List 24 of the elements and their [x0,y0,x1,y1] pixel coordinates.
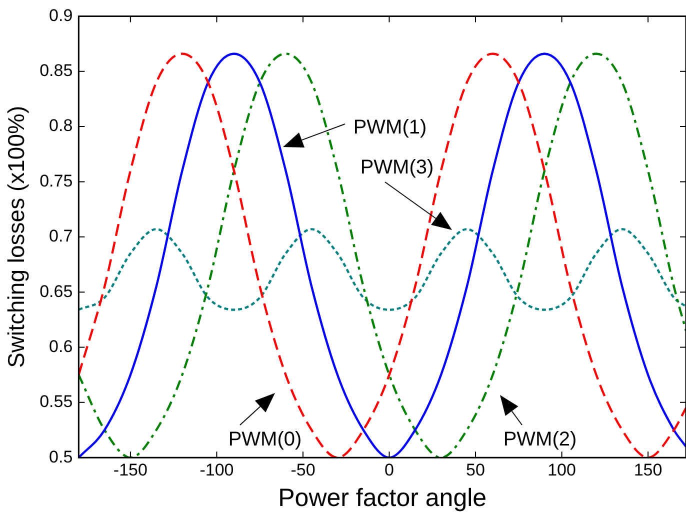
annotation: PWM(2) [503,428,577,451]
x-tick-label: -50 [290,460,316,480]
y-tick-label: 0.65 [40,282,73,301]
y-tick-label: 0.6 [49,336,73,356]
x-tick-label: -100 [200,460,234,480]
x-tick-label: 150 [634,460,662,480]
line-series [78,52,686,458]
y-tick-label: 0.8 [49,116,73,136]
y-tick-label: 0.7 [49,226,73,246]
x-tick-label: 50 [466,460,485,480]
line-series [78,228,686,311]
y-tick-label: 0.75 [40,171,73,190]
annotation: PWM(0) [228,428,302,451]
y-axis-title: Switching losses (x100%) [3,106,30,368]
y-tick-label: 0.9 [49,6,73,25]
y-tick-label: 0.55 [40,392,73,412]
annotation: PWM(3) [360,156,434,179]
x-tick-label: -150 [113,460,148,480]
annotation: PWM(1) [353,116,427,139]
y-tick-label: 0.85 [40,61,73,80]
x-axis-title: Power factor angle [278,484,487,512]
x-tick-label: 0 [384,460,394,480]
x-tick-label: 100 [548,460,576,480]
y-tick-label: 0.5 [49,447,73,466]
